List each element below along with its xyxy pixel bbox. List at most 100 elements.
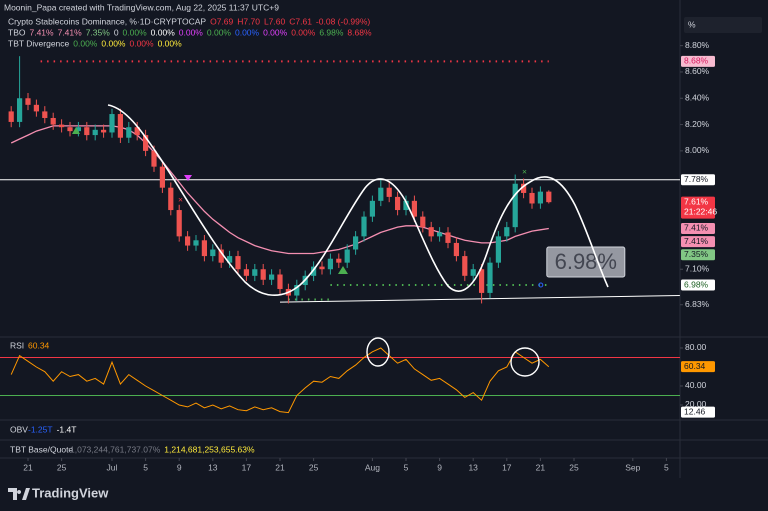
candle-body (243, 269, 249, 276)
price-label: 6.98% (684, 279, 709, 289)
candle-body (210, 249, 216, 257)
legend-item: 0.00% (235, 27, 260, 37)
candle-body (226, 256, 233, 263)
x-tick-label: 5 (404, 462, 409, 472)
signal-marker (184, 175, 192, 181)
candle-body (352, 236, 359, 250)
candle-body (260, 269, 266, 280)
candle-body (453, 242, 459, 257)
legend-item: 0.00% (291, 27, 316, 37)
y-tick-label: 80.00 (685, 342, 707, 352)
candle-body (336, 258, 342, 263)
moving-average (10, 125, 549, 255)
legend-item: H7.70 (237, 16, 260, 26)
candle-body (33, 104, 39, 112)
price-label: 7.61% (684, 196, 709, 206)
footer (0, 478, 768, 511)
candle-body (201, 240, 207, 257)
candle-body (344, 249, 350, 263)
callout-anchor (538, 282, 544, 288)
signal-cross: × (522, 166, 527, 176)
x-tick-label: 25 (57, 462, 67, 472)
candle-body (84, 127, 90, 136)
candle-body (134, 127, 140, 136)
legend-item: TBT Divergence (8, 38, 70, 48)
legend-item: 0 (114, 27, 119, 37)
price-label-bg (681, 279, 715, 291)
candle-body (159, 166, 165, 188)
rsi-min-bg (681, 406, 715, 418)
legend-item: -1.4T (57, 424, 77, 434)
unit-button[interactable] (684, 17, 762, 33)
price-label: 7.41% (684, 223, 709, 233)
candle-body (361, 216, 367, 237)
legend-item: 7.35% (86, 27, 111, 37)
legend-item: 0.00% (101, 38, 126, 48)
y-tick-label: 8.20% (685, 119, 710, 129)
candle-body (268, 274, 275, 280)
candle-body (168, 187, 174, 211)
candle-body (16, 98, 23, 122)
price-label-bg (681, 196, 715, 219)
legend-item: 0.00% (129, 38, 154, 48)
candle-body (537, 191, 543, 204)
x-tick-label: 25 (569, 462, 579, 472)
legend-item: O7.69 (210, 16, 233, 26)
x-tick-label: 21 (275, 462, 285, 472)
y-tick-label: 40.00 (685, 380, 707, 390)
candle-body (100, 129, 107, 133)
rsi-last-bg (681, 361, 715, 373)
candle-body (109, 114, 115, 133)
candle-body (58, 124, 65, 128)
candle-body (310, 266, 317, 276)
price-label-bg (681, 236, 715, 248)
candle-body (193, 240, 199, 246)
candle-body (319, 266, 325, 270)
price-label: 7.78% (684, 174, 709, 184)
candle-body (67, 127, 73, 132)
price-label-bg (681, 55, 715, 67)
rsi-name: RSI (10, 340, 24, 350)
x-tick-label: 9 (437, 462, 442, 472)
rsi-line (10, 347, 550, 414)
legend-item: 1,214,681,253,655.63% (164, 444, 255, 454)
candle-body (235, 256, 241, 270)
candle-body (126, 127, 132, 138)
candle-body (411, 200, 417, 217)
candle-body (142, 135, 149, 151)
y-tick-label: 8.00% (685, 145, 710, 155)
rsi-last-label: 60.34 (684, 361, 706, 371)
callout-box (546, 246, 626, 278)
unit-button-label[interactable]: % (688, 19, 696, 29)
attribution: Moonin_Papa created with TradingView.com… (4, 2, 279, 12)
x-tick-label: Jul (107, 462, 118, 472)
price-label: 7.35% (684, 249, 709, 259)
hand-drawn-circle (510, 347, 540, 377)
legend-item: -0.08 (-0.99%) (316, 16, 370, 26)
price-label-bg (681, 249, 715, 261)
signal-marker (72, 127, 80, 134)
candle-body (512, 183, 518, 228)
candle-body (92, 129, 98, 136)
candle-body (445, 232, 451, 243)
candle-body (420, 216, 426, 228)
legend-item: 0.00% (73, 38, 98, 48)
candle-body (176, 210, 182, 237)
x-tick-label: 13 (208, 462, 218, 472)
candle-body (520, 183, 527, 193)
candle-body (470, 269, 476, 276)
candle-body (218, 249, 224, 263)
x-tick-label: 17 (242, 462, 252, 472)
x-tick-label: 9 (177, 462, 182, 472)
legend-item: 1,073,244,761,737.07% (70, 444, 161, 454)
hand-drawn-circle (366, 337, 390, 367)
candle-body (294, 285, 300, 296)
legend-item: -1.25T (28, 424, 53, 434)
x-tick-label: 5 (664, 462, 669, 472)
candle-body (495, 236, 501, 263)
rsi-value: 60.34 (28, 340, 50, 350)
x-tick-label: Sep (625, 462, 640, 472)
y-tick-label: 8.60% (685, 66, 710, 76)
candle-body (369, 200, 375, 217)
